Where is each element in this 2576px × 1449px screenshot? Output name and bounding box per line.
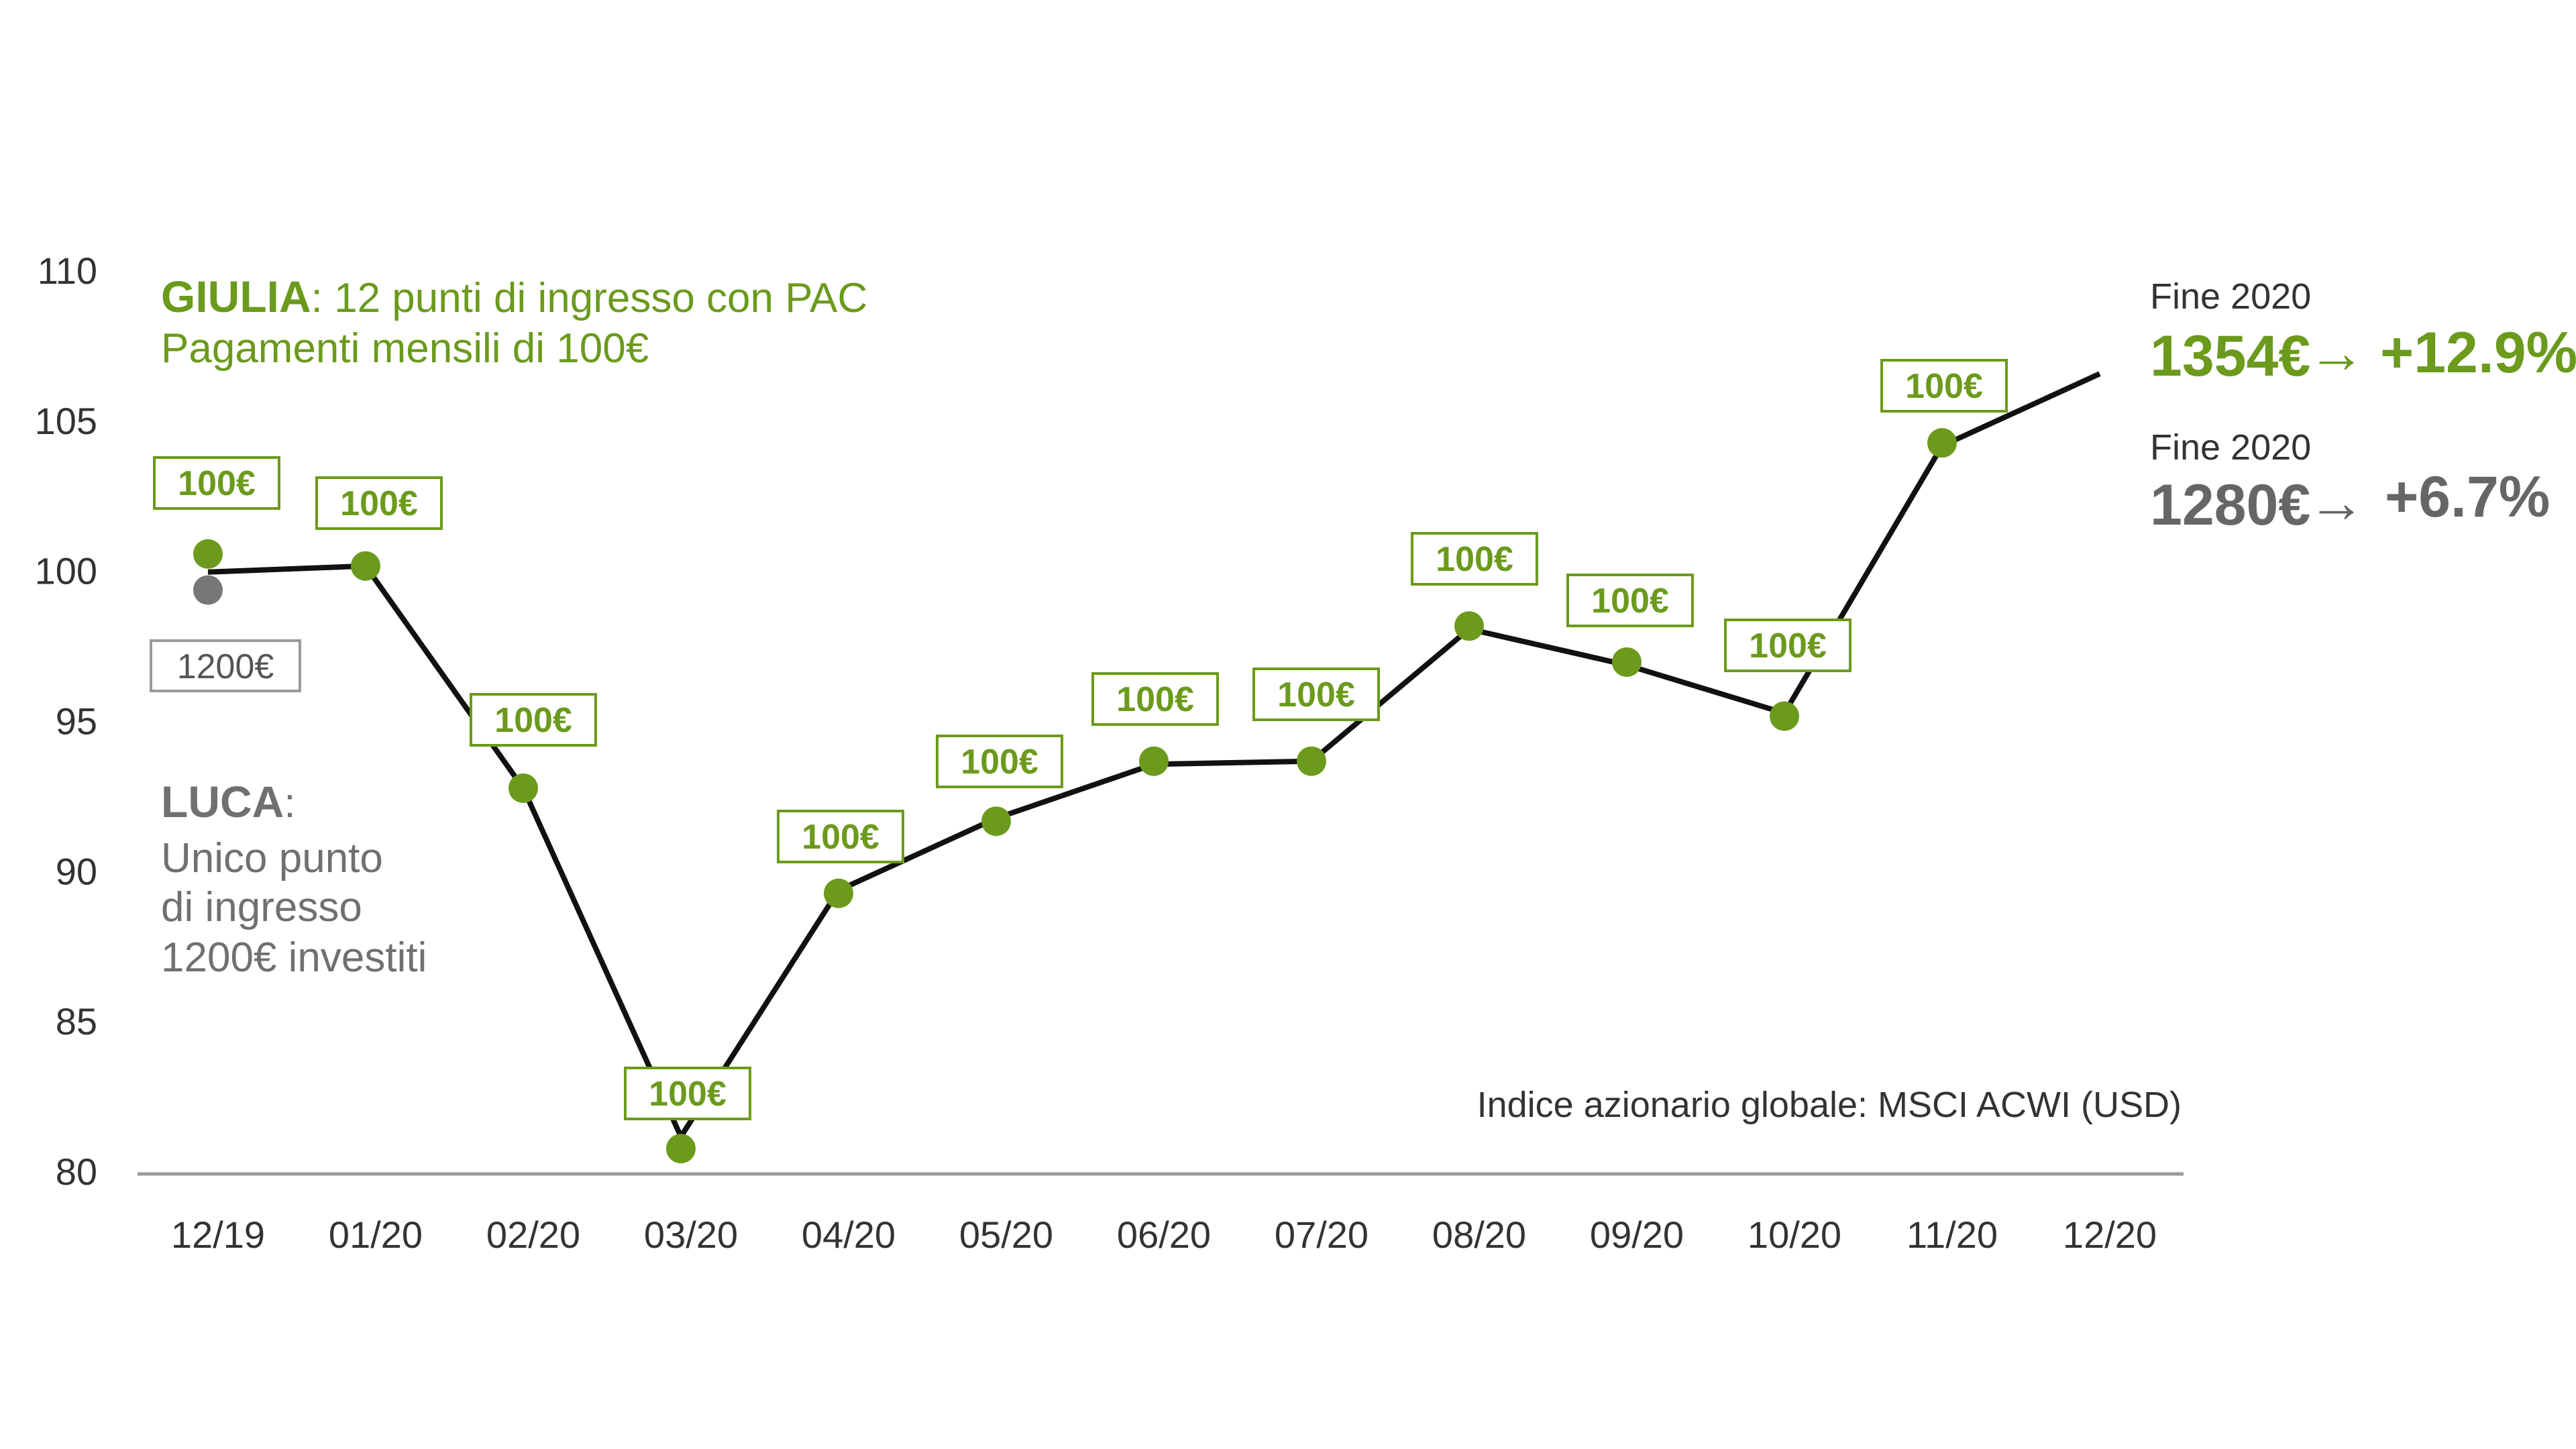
x-tick-label: 09/20 xyxy=(1590,1214,1684,1256)
x-tick-label: 05/20 xyxy=(959,1214,1053,1256)
luca-point xyxy=(193,575,223,605)
luca-name: LUCA xyxy=(161,777,284,826)
y-tick-label: 85 xyxy=(56,1000,97,1042)
x-tick-label: 01/20 xyxy=(329,1214,423,1256)
end-giulia-arrow: → xyxy=(2308,321,2365,385)
source-note: Indice azionario globale: MSCI ACWI (USD… xyxy=(1477,1085,2182,1125)
x-tick-label: 04/20 xyxy=(802,1214,896,1256)
y-tick-label: 100 xyxy=(35,550,97,592)
giulia-label-box xyxy=(624,1067,751,1120)
end-giulia-value: 1354€ xyxy=(2150,324,2310,388)
giulia-point xyxy=(981,806,1011,837)
luca-annotation-title: LUCA: xyxy=(161,777,296,826)
y-tick-label: 80 xyxy=(56,1150,97,1193)
giulia-label-box xyxy=(1566,574,1694,627)
luca-annotation-line3: 1200€ investiti xyxy=(161,934,427,981)
giulia-labels: 100€ 100€ 100€ 100€ 100€ 100€ 100€ 100€ 100€ 100€… xyxy=(153,359,2008,1120)
luca-annotation-line2: di ingresso xyxy=(161,884,362,930)
luca-marker-group: 1200€ xyxy=(150,575,301,692)
end-luca-arrow: → xyxy=(2308,470,2365,535)
y-tick-label: 90 xyxy=(56,850,97,892)
giulia-point xyxy=(1139,746,1169,776)
giulia-label-box xyxy=(1880,359,2008,413)
luca-label: 1200€ xyxy=(177,647,274,686)
y-tick-label: 110 xyxy=(38,250,97,292)
giulia-point xyxy=(351,551,380,581)
giulia-annotation-line1: GIULIA: 12 punti di ingresso con PAC xyxy=(161,272,867,321)
giulia-point-label: 100€ xyxy=(649,1075,727,1114)
giulia-name: GIULIA xyxy=(161,272,311,321)
end-giulia-label: Fine 2020 xyxy=(2150,276,2311,317)
giulia-label-box xyxy=(1724,619,1851,672)
giulia-desc-1: : 12 punti di ingresso con PAC xyxy=(311,275,867,321)
giulia-point-label: 100€ xyxy=(1905,367,1983,406)
y-tick-label: 105 xyxy=(35,400,97,442)
luca-colon: : xyxy=(284,780,295,826)
giulia-point-label: 100€ xyxy=(1436,540,1513,579)
giulia-point-label: 100€ xyxy=(1116,680,1194,719)
end-luca-label: Fine 2020 xyxy=(2150,427,2311,468)
end-luca-pct: +6.7% xyxy=(2385,465,2550,529)
end-giulia-pct: +12.9% xyxy=(2380,321,2576,385)
giulia-point xyxy=(508,773,538,803)
giulia-point-label: 100€ xyxy=(802,818,879,857)
end-luca-value: 1280€ xyxy=(2150,473,2310,537)
giulia-label-box xyxy=(1411,532,1538,586)
giulia-point-label: 100€ xyxy=(178,464,256,503)
giulia-point-label: 100€ xyxy=(494,701,572,740)
x-tick-label: 12/19 xyxy=(171,1214,265,1256)
giulia-point-label: 100€ xyxy=(1277,676,1355,714)
x-tick-label: 07/20 xyxy=(1275,1214,1368,1256)
giulia-point xyxy=(824,878,853,908)
y-axis-ticks: 80 85 90 95 100 105 110 xyxy=(35,250,97,1193)
giulia-point xyxy=(1770,701,1799,731)
giulia-point xyxy=(1927,428,1957,458)
giulia-points xyxy=(193,428,1957,1164)
x-tick-label: 06/20 xyxy=(1117,1214,1211,1256)
giulia-label-box xyxy=(153,456,280,510)
giulia-label-box xyxy=(315,476,443,530)
giulia-label-box xyxy=(470,693,597,747)
giulia-point xyxy=(1454,611,1484,641)
giulia-point-label: 100€ xyxy=(1749,627,1827,665)
giulia-point xyxy=(666,1134,696,1164)
giulia-label-box xyxy=(777,810,904,863)
x-tick-label: 03/20 xyxy=(644,1214,738,1256)
x-tick-label: 10/20 xyxy=(1748,1214,1841,1256)
luca-label-box xyxy=(150,639,301,692)
giulia-point-label: 100€ xyxy=(961,743,1038,782)
y-tick-label: 95 xyxy=(56,700,97,743)
luca-annotation-line1: Unico punto xyxy=(161,835,383,881)
x-tick-label: 12/20 xyxy=(2063,1214,2157,1256)
giulia-point xyxy=(1297,746,1326,776)
x-axis-ticks: 12/19 01/20 02/20 03/20 04/20 05/20 06/20 07/20… xyxy=(171,1214,2157,1256)
giulia-annotation-line2: Pagamenti mensili di 100€ xyxy=(161,325,649,372)
giulia-point-label: 100€ xyxy=(1591,582,1669,621)
x-tick-label: 11/20 xyxy=(1907,1214,1998,1256)
giulia-point xyxy=(193,539,223,569)
giulia-point-label: 100€ xyxy=(340,484,418,523)
x-tick-label: 02/20 xyxy=(486,1214,580,1256)
giulia-label-box xyxy=(1252,667,1380,721)
giulia-label-box xyxy=(936,735,1063,788)
giulia-label-box xyxy=(1091,672,1219,726)
x-tick-label: 08/20 xyxy=(1432,1214,1526,1256)
giulia-point xyxy=(1612,647,1642,677)
